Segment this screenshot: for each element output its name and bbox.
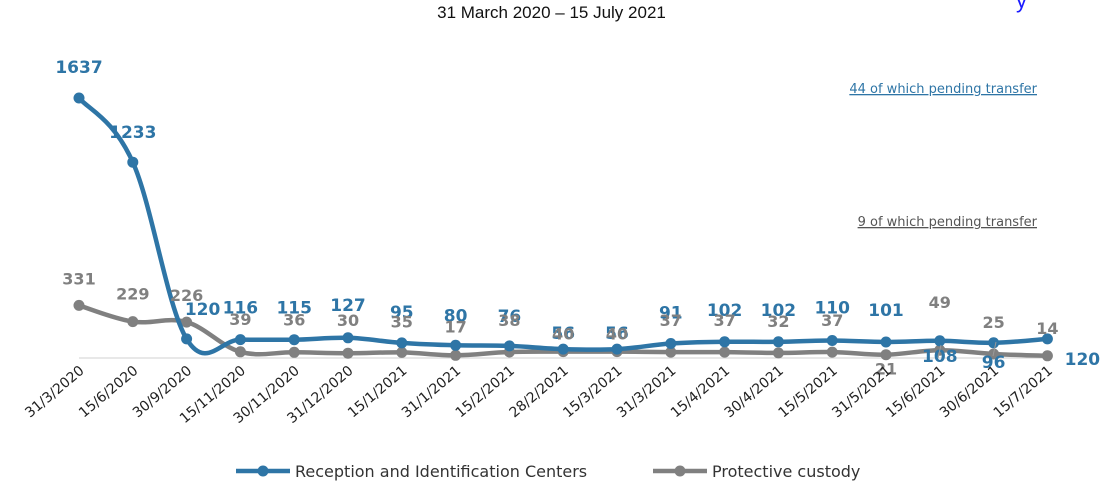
- reception-centers-point-16: [934, 335, 946, 347]
- legend-reception-centers-marker: [257, 465, 269, 477]
- reception-centers-label-3: 116: [223, 299, 259, 319]
- protective-custody-point-2: [181, 316, 193, 328]
- protective-custody-point-3: [234, 346, 246, 358]
- reception-centers-point-18: [1041, 333, 1053, 345]
- reception-centers-label-5: 127: [330, 296, 366, 316]
- protective-custody-label-3: 39: [229, 310, 251, 329]
- protective-custody-point-14: [826, 346, 838, 358]
- reception-centers-label-18: 120: [1065, 350, 1101, 370]
- protective-custody-label-5: 30: [337, 311, 359, 330]
- protective-custody-point-13: [772, 347, 784, 359]
- protective-custody-point-5: [342, 347, 354, 359]
- protective-custody-point-15: [880, 349, 892, 361]
- reception-centers-label-10: 56: [605, 324, 629, 344]
- protective-custody-point-6: [396, 346, 408, 358]
- reception-centers-point-5: [342, 332, 354, 344]
- reception-centers-point-13: [772, 336, 784, 348]
- reception-centers-point-0: [73, 92, 85, 104]
- reception-centers-label-16: 108: [922, 347, 958, 367]
- reception-centers-point-1: [127, 156, 139, 168]
- reception-centers-point-4: [288, 334, 300, 346]
- protective-custody-point-4: [288, 346, 300, 358]
- chart-subtitle: 31 March 2020 – 15 July 2021: [437, 3, 666, 22]
- protective-custody-label-10: 40: [606, 325, 628, 344]
- reception-centers-label-6: 95: [390, 303, 414, 323]
- protective-custody-point-7: [450, 349, 462, 361]
- protective-custody-point-18: [1041, 350, 1053, 362]
- reception-centers-point-14: [826, 335, 838, 346]
- reception-centers-label-9: 56: [551, 324, 575, 344]
- reception-centers-label-0: 1637: [55, 58, 102, 78]
- reception-centers-point-17: [988, 337, 1000, 349]
- leader-line-15-6-2021: [937, 344, 942, 359]
- reception-centers-label-12: 102: [707, 301, 743, 321]
- protective-custody-label-14: 37: [821, 311, 843, 330]
- pending-transfer-note-custody: 9 of which pending transfer: [858, 215, 1038, 230]
- reception-centers-label-17: 96: [982, 353, 1006, 373]
- protective-custody-label-2: 226: [170, 286, 203, 305]
- protective-custody-label-4: 36: [283, 310, 305, 329]
- reception-centers-label-13: 102: [761, 301, 797, 321]
- reception-centers-point-8: [503, 340, 515, 352]
- reception-centers-point-3: [234, 334, 246, 346]
- pending-transfer-note-reception: 44 of which pending transfer: [849, 82, 1037, 97]
- protective-custody-point-11: [665, 346, 677, 358]
- reception-centers-point-9: [557, 343, 569, 355]
- protective-custody-label-9: 40: [552, 325, 574, 344]
- legend-reception-centers-label: Reception and Identification Centers: [295, 462, 587, 481]
- protective-custody-point-12: [719, 346, 731, 358]
- protective-custody-label-6: 35: [391, 312, 413, 331]
- legend-protective-custody-marker: [674, 465, 686, 477]
- legend-protective-custody-label: Protective custody: [712, 462, 860, 481]
- protective-custody-point-1: [127, 316, 139, 328]
- reception-centers-label-7: 80: [444, 306, 468, 326]
- reception-centers-point-7: [450, 339, 462, 351]
- protective-custody-label-17: 25: [982, 313, 1004, 332]
- protective-custody-label-11: 37: [660, 311, 682, 330]
- protective-custody-label-0: 331: [62, 269, 95, 288]
- protective-custody-point-0: [73, 299, 85, 311]
- protective-custody-label-18: 14: [1036, 319, 1058, 338]
- reception-centers-label-15: 101: [868, 301, 904, 321]
- reception-centers-label-1: 1233: [109, 123, 156, 143]
- reception-centers-label-11: 91: [659, 304, 683, 324]
- reception-centers-point-6: [396, 337, 408, 349]
- protective-custody-label-8: 38: [498, 311, 520, 330]
- reception-centers-point-12: [719, 336, 731, 348]
- reception-centers-point-10: [611, 343, 623, 355]
- reception-centers-label-4: 115: [276, 299, 312, 319]
- reception-centers-point-2: [181, 333, 193, 345]
- protective-custody-label-15: 21: [875, 360, 897, 379]
- protective-custody-label-16: 49: [929, 293, 951, 312]
- leader-line-30-6-2021: [992, 341, 997, 357]
- protective-custody-label-13: 32: [767, 312, 789, 331]
- reception-centers-label-2: 120: [185, 300, 221, 320]
- protective-custody-label-7: 17: [444, 317, 466, 336]
- reception-centers-point-15: [880, 336, 892, 348]
- reception-centers-label-14: 110: [814, 299, 850, 319]
- reception-centers-label-8: 76: [498, 307, 522, 327]
- reception-centers-point-11: [665, 338, 677, 349]
- protective-custody-label-1: 229: [116, 285, 149, 304]
- protective-custody-label-12: 37: [713, 311, 735, 330]
